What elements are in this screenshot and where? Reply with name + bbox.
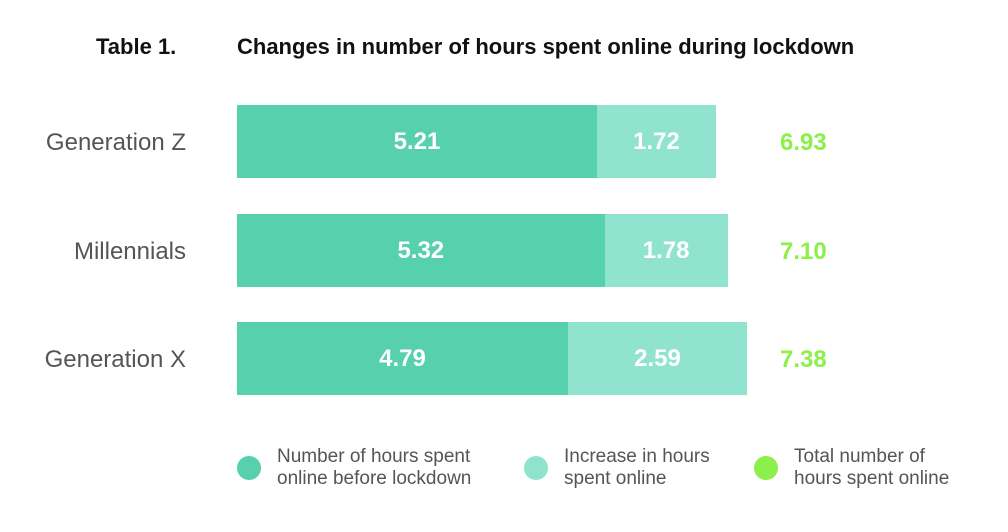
legend-label: Increase in hours spent online [564, 446, 710, 489]
legend-item: Total number of hours spent online [754, 446, 974, 490]
category-label: Generation X [44, 346, 186, 373]
total-label: 7.38 [780, 346, 827, 373]
bar-before: 5.32 [237, 214, 605, 287]
bar-before: 5.21 [237, 105, 597, 178]
chart-title: Changes in number of hours spent online … [237, 34, 855, 59]
legend-label: Number of hours spent online before lock… [277, 446, 472, 489]
data-label: 1.78 [642, 236, 690, 264]
category-label: Generation Z [45, 129, 186, 156]
legend-swatch [237, 456, 261, 480]
legend-swatch [754, 456, 778, 480]
data-label: 5.21 [393, 127, 441, 155]
category-label: Millennials [73, 238, 186, 265]
data-label: 2.59 [634, 344, 681, 372]
total-label: 7.10 [780, 238, 827, 265]
data-label: 5.32 [397, 236, 445, 264]
legend-item: Increase in hours spent online [524, 446, 734, 490]
bar-increase: 2.59 [567, 322, 747, 395]
total-label: 6.93 [780, 129, 827, 156]
bar-before: 4.79 [237, 322, 568, 395]
table-label: Table 1. [96, 34, 177, 59]
data-label: 1.72 [633, 127, 680, 155]
legend-swatch [524, 456, 548, 480]
data-label: 4.79 [379, 344, 426, 372]
legend-label: Total number of hours spent online [794, 446, 950, 489]
bar-increase: 1.72 [597, 105, 716, 178]
bar-increase: 1.78 [604, 214, 728, 287]
legend-item: Number of hours spent online before lock… [237, 446, 502, 490]
